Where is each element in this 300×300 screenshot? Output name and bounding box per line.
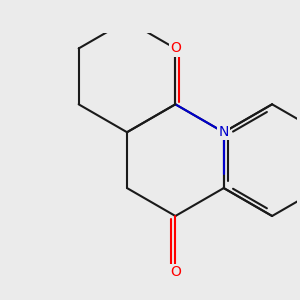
Text: O: O: [170, 41, 181, 56]
Text: O: O: [170, 265, 181, 279]
Text: N: N: [219, 125, 229, 139]
